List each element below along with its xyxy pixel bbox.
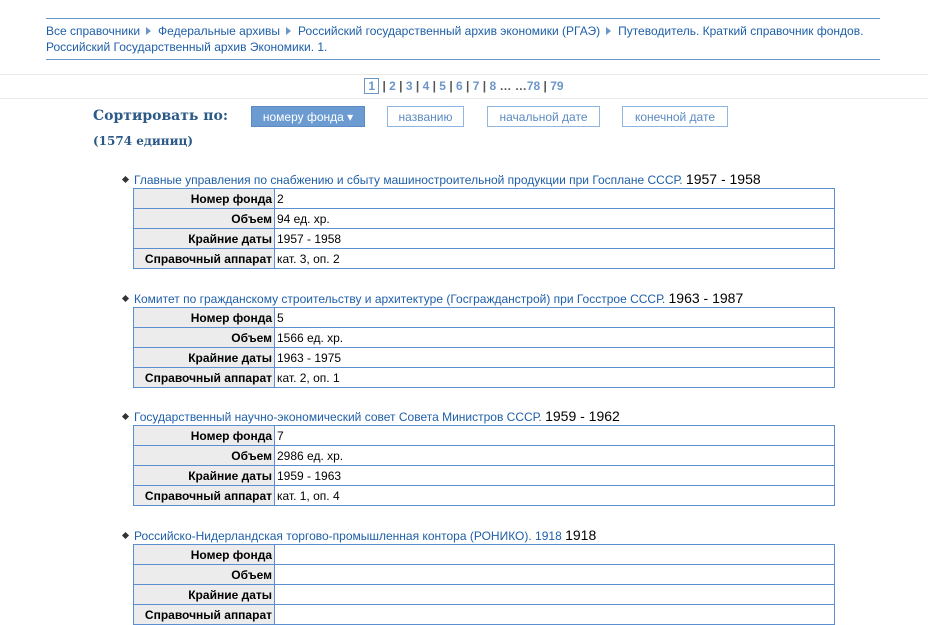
table-row: Объем — [133, 564, 835, 585]
field-label: Справочный аппарат — [133, 485, 275, 506]
table-row: Крайние даты 1959 - 1963 — [133, 465, 835, 486]
breadcrumb-link[interactable]: Российский государственный архив экономи… — [298, 24, 601, 38]
field-value: 1959 - 1963 — [274, 465, 835, 486]
fund-details-table: Номер фонда 5 Объем 1566 ед. хр. Крайние дат… — [133, 307, 835, 388]
field-label: Объем — [133, 564, 275, 585]
field-label: Крайние даты — [133, 584, 275, 605]
field-label: Объем — [133, 208, 275, 229]
field-value: 2986 ед. хр. — [274, 445, 835, 466]
table-row: Справочный аппарат кат. 2, оп. 1 — [133, 367, 835, 388]
breadcrumb-link[interactable]: Все справочники — [46, 24, 141, 38]
field-value — [274, 584, 835, 605]
bullet-icon — [121, 531, 130, 540]
field-value — [274, 564, 835, 585]
fund-years: 1918 — [565, 527, 597, 543]
table-row: Объем 2986 ед. хр. — [133, 445, 835, 466]
fund-details-table: Номер фонда 2 Объем 94 ед. хр. Крайние даты 1… — [133, 188, 835, 269]
field-value: 5 — [274, 307, 835, 328]
page-current: 1 — [364, 78, 380, 94]
table-row: Объем 1566 ед. хр. — [133, 327, 835, 348]
fund-item: Российско-Нидерландская торгово-промышле… — [120, 527, 836, 625]
fund-details-table: Номер фонда Объем Крайние даты Справочный а… — [133, 544, 835, 625]
field-value: кат. 3, оп. 2 — [274, 248, 835, 269]
fund-item: Главные управления по снабжению и сбыту … — [120, 171, 836, 269]
table-row: Номер фонда 2 — [133, 188, 835, 209]
field-value: 7 — [274, 425, 835, 446]
sort-by-number-button[interactable]: номеру фонда ▾ — [251, 106, 365, 127]
fund-title-link[interactable]: Главные управления по снабжению и сбыту … — [134, 173, 683, 187]
field-label: Номер фонда — [133, 188, 275, 209]
page-link[interactable]: 4 — [422, 79, 430, 93]
page-link[interactable]: 5 — [439, 79, 446, 93]
page-link[interactable]: 2 — [389, 79, 396, 93]
fund-years: 1959 - 1962 — [545, 408, 620, 424]
item-count: (1574 единиц) — [93, 134, 194, 148]
page-link[interactable]: 6 — [456, 79, 463, 93]
field-label: Крайние даты — [133, 228, 275, 249]
table-row: Справочный аппарат кат. 1, оп. 4 — [133, 485, 835, 506]
bullet-icon — [121, 294, 130, 303]
page-ellipsis: … … — [499, 79, 527, 93]
breadcrumb-link[interactable]: Федеральные архивы — [158, 24, 281, 38]
sort-by-name-button[interactable]: названию — [387, 106, 464, 127]
field-label: Объем — [133, 327, 275, 348]
field-label: Номер фонда — [133, 307, 275, 328]
field-label: Справочный аппарат — [133, 367, 275, 388]
field-label: Крайние даты — [133, 347, 275, 368]
table-row: Справочный аппарат кат. 3, оп. 2 — [133, 248, 835, 269]
field-value: 1566 ед. хр. — [274, 327, 835, 348]
breadcrumb-current: Путеводитель. Краткий справочник фондов.… — [46, 24, 864, 54]
fund-title-link[interactable]: Российско-Нидерландская торгово-промышле… — [134, 529, 562, 543]
fund-years: 1963 - 1987 — [668, 290, 744, 306]
table-row: Объем 94 ед. хр. — [133, 208, 835, 229]
sort-label: Сортировать по: — [93, 108, 229, 124]
field-value: 2 — [274, 188, 835, 209]
field-value: 94 ед. хр. — [274, 208, 835, 229]
page-link[interactable]: 79 — [550, 79, 564, 93]
arrow-right-icon — [606, 27, 612, 35]
sort-by-start-date-button[interactable]: начальной дате — [487, 106, 600, 127]
page-link[interactable]: 7 — [472, 79, 480, 93]
table-row: Номер фонда 7 — [133, 425, 835, 446]
bullet-icon — [121, 175, 130, 184]
arrow-right-icon — [146, 27, 152, 35]
arrow-right-icon — [286, 27, 292, 35]
field-value: кат. 1, оп. 4 — [274, 485, 835, 506]
field-label: Крайние даты — [133, 465, 275, 486]
fund-item: Государственный научно-экономический сов… — [120, 408, 836, 506]
table-row: Крайние даты — [133, 584, 835, 605]
bullet-icon — [121, 412, 130, 421]
sort-by-end-date-button[interactable]: конечной дате — [622, 106, 728, 127]
field-value: 1963 - 1975 — [274, 347, 835, 368]
fund-years: 1957 - 1958 — [685, 171, 761, 187]
table-row: Крайние даты 1963 - 1975 — [133, 347, 835, 368]
field-label: Номер фонда — [133, 425, 275, 446]
table-row: Справочный аппарат — [133, 604, 835, 625]
fund-title-link[interactable]: Комитет по гражданскому строительству и … — [134, 292, 666, 306]
field-label: Справочный аппарат — [133, 604, 275, 625]
page-link[interactable]: 78 — [526, 79, 541, 93]
page-link[interactable]: 8 — [489, 79, 497, 93]
page-link[interactable]: 3 — [405, 79, 413, 93]
table-row: Крайние даты 1957 - 1958 — [133, 228, 835, 249]
fund-title-link[interactable]: Государственный научно-экономический сов… — [134, 410, 542, 424]
table-row: Номер фонда 5 — [133, 307, 835, 328]
fund-details-table: Номер фонда 7 Объем 2986 ед. хр. Крайние дат… — [133, 425, 835, 506]
fund-item: Комитет по гражданскому строительству и … — [120, 290, 836, 388]
field-value — [274, 604, 835, 625]
field-value: кат. 2, оп. 1 — [274, 367, 835, 388]
field-label: Справочный аппарат — [133, 248, 275, 269]
breadcrumb: Все справочники Федеральные архивы Российс… — [46, 18, 880, 60]
pagination: 1 | 2 | 3 | 4 | 5 | 6 | 7 | 8 … …78 | 79 — [0, 74, 928, 99]
field-value: 1957 - 1958 — [274, 228, 835, 249]
field-label: Объем — [133, 445, 275, 466]
